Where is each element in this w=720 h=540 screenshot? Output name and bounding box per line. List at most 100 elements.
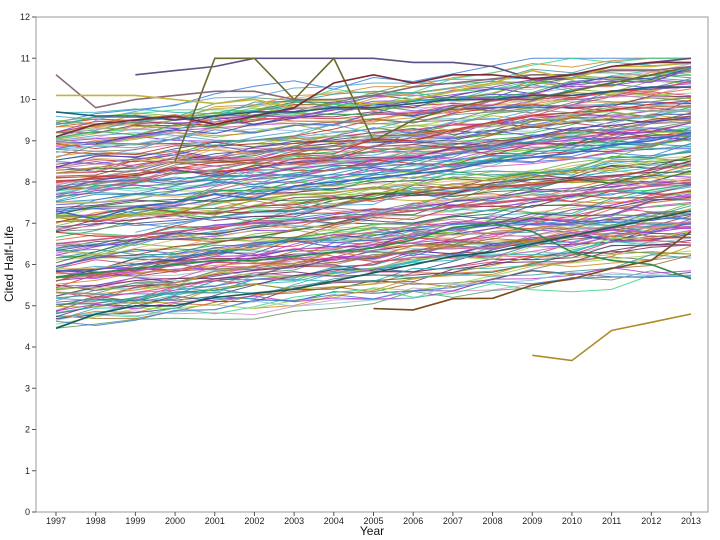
series-line-s12 <box>55 131 692 220</box>
background-series-line <box>55 211 692 255</box>
x-tick-label: 2005 <box>363 516 383 526</box>
background-series-line <box>55 239 692 298</box>
background-series-line <box>55 158 692 218</box>
series-line-s4 <box>56 61 692 109</box>
background-series-line <box>55 198 692 252</box>
background-series-line <box>55 240 692 302</box>
y-axis-title: Cited Half-Life <box>2 226 16 302</box>
background-series-line <box>55 68 692 134</box>
background-series-line <box>55 139 692 199</box>
background-series-line <box>55 275 692 327</box>
y-tick-label: 11 <box>21 53 30 63</box>
y-tick-label: 6 <box>25 260 30 270</box>
x-tick-label: 2012 <box>641 516 661 526</box>
x-tick-label: 2007 <box>443 516 463 526</box>
background-series-line <box>55 134 692 214</box>
background-series-line <box>55 171 692 215</box>
background-series-line <box>55 132 692 178</box>
y-tick-label: 0 <box>25 507 30 517</box>
y-tick-label: 1 <box>25 466 30 476</box>
background-series-line <box>55 202 692 259</box>
x-tick-label: 1997 <box>46 516 66 526</box>
background-series-line <box>254 143 692 192</box>
background-series-line <box>55 212 692 267</box>
background-series-line <box>55 177 692 230</box>
background-series-line <box>55 86 692 150</box>
y-tick-label: 10 <box>20 95 30 105</box>
background-series-line <box>55 132 692 217</box>
x-tick-label: 2004 <box>324 516 344 526</box>
background-series-line <box>55 160 692 209</box>
y-tick-label: 4 <box>25 342 30 352</box>
background-series-line <box>55 135 692 203</box>
background-series-line <box>55 184 692 238</box>
y-tick-label: 8 <box>25 177 30 187</box>
background-series-line <box>55 231 692 291</box>
background-series-line <box>55 217 692 268</box>
series-line-s10 <box>55 210 692 330</box>
background-series-line <box>55 220 692 270</box>
y-tick-label: 9 <box>25 136 30 146</box>
background-series-line <box>55 220 692 271</box>
background-series-line <box>55 177 692 256</box>
y-tick-label: 5 <box>25 301 30 311</box>
background-series-line <box>55 250 692 308</box>
series-line-s9 <box>55 222 692 280</box>
background-series-line <box>174 97 692 155</box>
background-series-line <box>55 108 692 150</box>
x-tick-label: 2001 <box>205 516 225 526</box>
background-series-line <box>55 117 692 192</box>
background-series-line <box>55 57 691 128</box>
background-series-line <box>55 232 692 290</box>
background-series-line <box>214 67 692 120</box>
background-series-line <box>55 274 692 328</box>
series-lines <box>55 56 692 362</box>
y-tick-label: 2 <box>25 425 30 435</box>
x-axis-title: Year <box>360 524 384 538</box>
background-series-line <box>55 95 692 134</box>
x-tick-label: 2000 <box>165 516 185 526</box>
background-series-line <box>55 100 692 182</box>
y-tick-label: 12 <box>20 12 30 22</box>
background-series-line <box>55 224 692 289</box>
background-series-line <box>55 253 692 305</box>
series-line-s2 <box>174 56 692 162</box>
background-series-line <box>55 122 692 195</box>
background-series-line <box>55 155 692 204</box>
x-tick-label: 1998 <box>86 516 106 526</box>
x-tick-label: 2006 <box>403 516 423 526</box>
series-line-s3 <box>55 65 692 109</box>
background-series-line <box>55 121 692 190</box>
x-tick-label: 2010 <box>562 516 582 526</box>
y-tick-label: 3 <box>25 383 30 393</box>
background-series-line <box>55 190 692 267</box>
series-line-s6 <box>55 86 691 121</box>
series-line-s8 <box>532 313 692 362</box>
x-tick-label: 2008 <box>483 516 503 526</box>
background-series-line <box>55 235 692 282</box>
x-tick-label: 2002 <box>244 516 264 526</box>
background-series-line <box>55 73 692 139</box>
series-line-s11 <box>55 181 692 245</box>
background-series-line <box>55 222 692 272</box>
x-tick-label: 2003 <box>284 516 304 526</box>
background-series-line <box>135 149 692 233</box>
x-tick-label: 2013 <box>681 516 701 526</box>
background-series-line <box>55 91 692 174</box>
y-tick-label: 7 <box>25 218 30 228</box>
background-series-line <box>55 138 692 218</box>
background-series-line <box>55 157 692 218</box>
series-line-s5 <box>55 61 691 138</box>
background-series-line <box>55 161 692 223</box>
x-tick-label: 1999 <box>125 516 145 526</box>
x-tick-label: 2009 <box>522 516 542 526</box>
background-series-line <box>55 108 692 154</box>
background-series-line <box>55 180 692 247</box>
background-series-line <box>55 117 692 188</box>
background-series-line <box>55 189 692 249</box>
x-tick-label: 2011 <box>602 516 621 526</box>
background-series-line <box>55 250 692 325</box>
